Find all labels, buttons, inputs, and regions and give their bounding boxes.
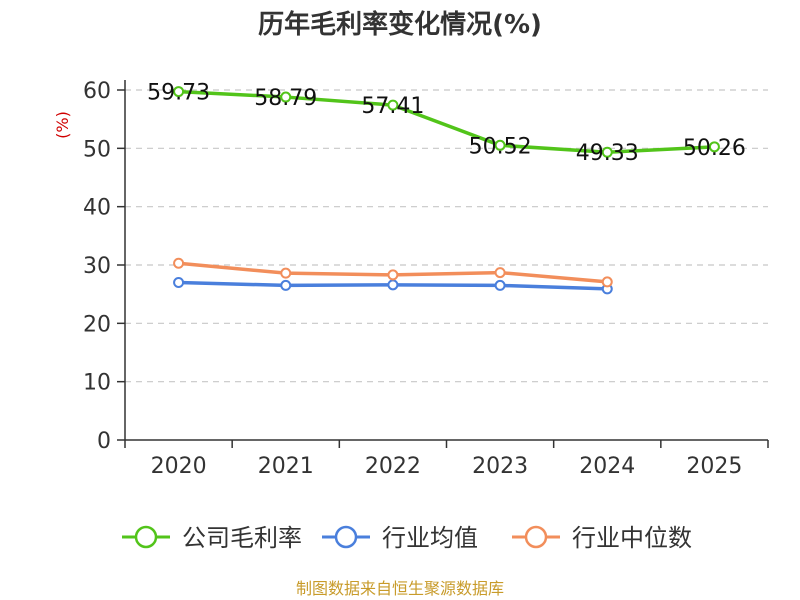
source-note: 制图数据来自恒生聚源数据库 (296, 579, 504, 598)
series-line-0 (178, 89, 715, 154)
data-point-1-2023 (494, 279, 506, 291)
data-label-2024: 49.33 (576, 141, 639, 166)
data-point-2-2023 (494, 267, 506, 279)
gridlines (125, 89, 768, 383)
data-label-2022: 57.41 (361, 94, 424, 119)
data-label-2021: 58.79 (254, 86, 317, 111)
y-tick-label-0: 0 (97, 429, 111, 454)
data-point-2-2022 (387, 269, 399, 281)
data-point-2-2021 (280, 267, 292, 279)
data-point-2-2020 (173, 257, 185, 269)
y-tick-label-60: 60 (83, 79, 111, 104)
legend-label-2: 行业中位数 (572, 524, 692, 552)
chart-title: 历年毛利率变化情况(%) (258, 9, 542, 40)
data-point-0-2024 (601, 146, 613, 158)
x-tick-label-2022: 2022 (365, 454, 421, 479)
data-point-0-2023 (494, 139, 506, 151)
y-tick-label-10: 10 (83, 371, 111, 396)
x-tick-label-2023: 2023 (472, 454, 528, 479)
legend-marker-2 (524, 525, 548, 549)
x-tick-label-2020: 2020 (151, 454, 207, 479)
data-label-2020: 59.73 (147, 81, 210, 106)
data-point-1-2022 (387, 279, 399, 291)
legend-marker-1 (334, 525, 358, 549)
axes: 0 10 20 30 40 50 60 2020 2021 2022 2023 2024 2025 (83, 79, 769, 479)
data-point-0-2020 (173, 86, 185, 98)
series-group (173, 86, 720, 295)
y-tick-label-50: 50 (83, 137, 111, 162)
y-tick-label-30: 30 (83, 254, 111, 279)
x-tick-label-2021: 2021 (258, 454, 314, 479)
legend-label-1: 行业均值 (382, 524, 478, 552)
legend-marker-0 (134, 525, 158, 549)
data-labels: 59.73 58.79 57.41 50.52 49.33 50.26 (147, 81, 746, 167)
y-tick-label-20: 20 (83, 312, 111, 337)
y-tick-label-40: 40 (83, 196, 111, 221)
legend[interactable]: 公司毛利率 行业均值 行业中位数 (122, 524, 692, 552)
data-label-2023: 50.52 (469, 134, 532, 159)
x-tick-label-2024: 2024 (579, 454, 635, 479)
data-point-0-2025 (708, 141, 720, 153)
data-point-1-2020 (173, 277, 185, 288)
data-point-1-2021 (280, 279, 292, 291)
y-axis-label: (%) (53, 111, 72, 139)
legend-label-0: 公司毛利率 (182, 524, 302, 552)
data-point-2-2024 (601, 276, 613, 288)
x-tick-label-2025: 2025 (686, 454, 742, 479)
data-point-0-2021 (280, 91, 292, 103)
data-point-0-2022 (387, 99, 399, 111)
data-label-2025: 50.26 (683, 136, 746, 161)
